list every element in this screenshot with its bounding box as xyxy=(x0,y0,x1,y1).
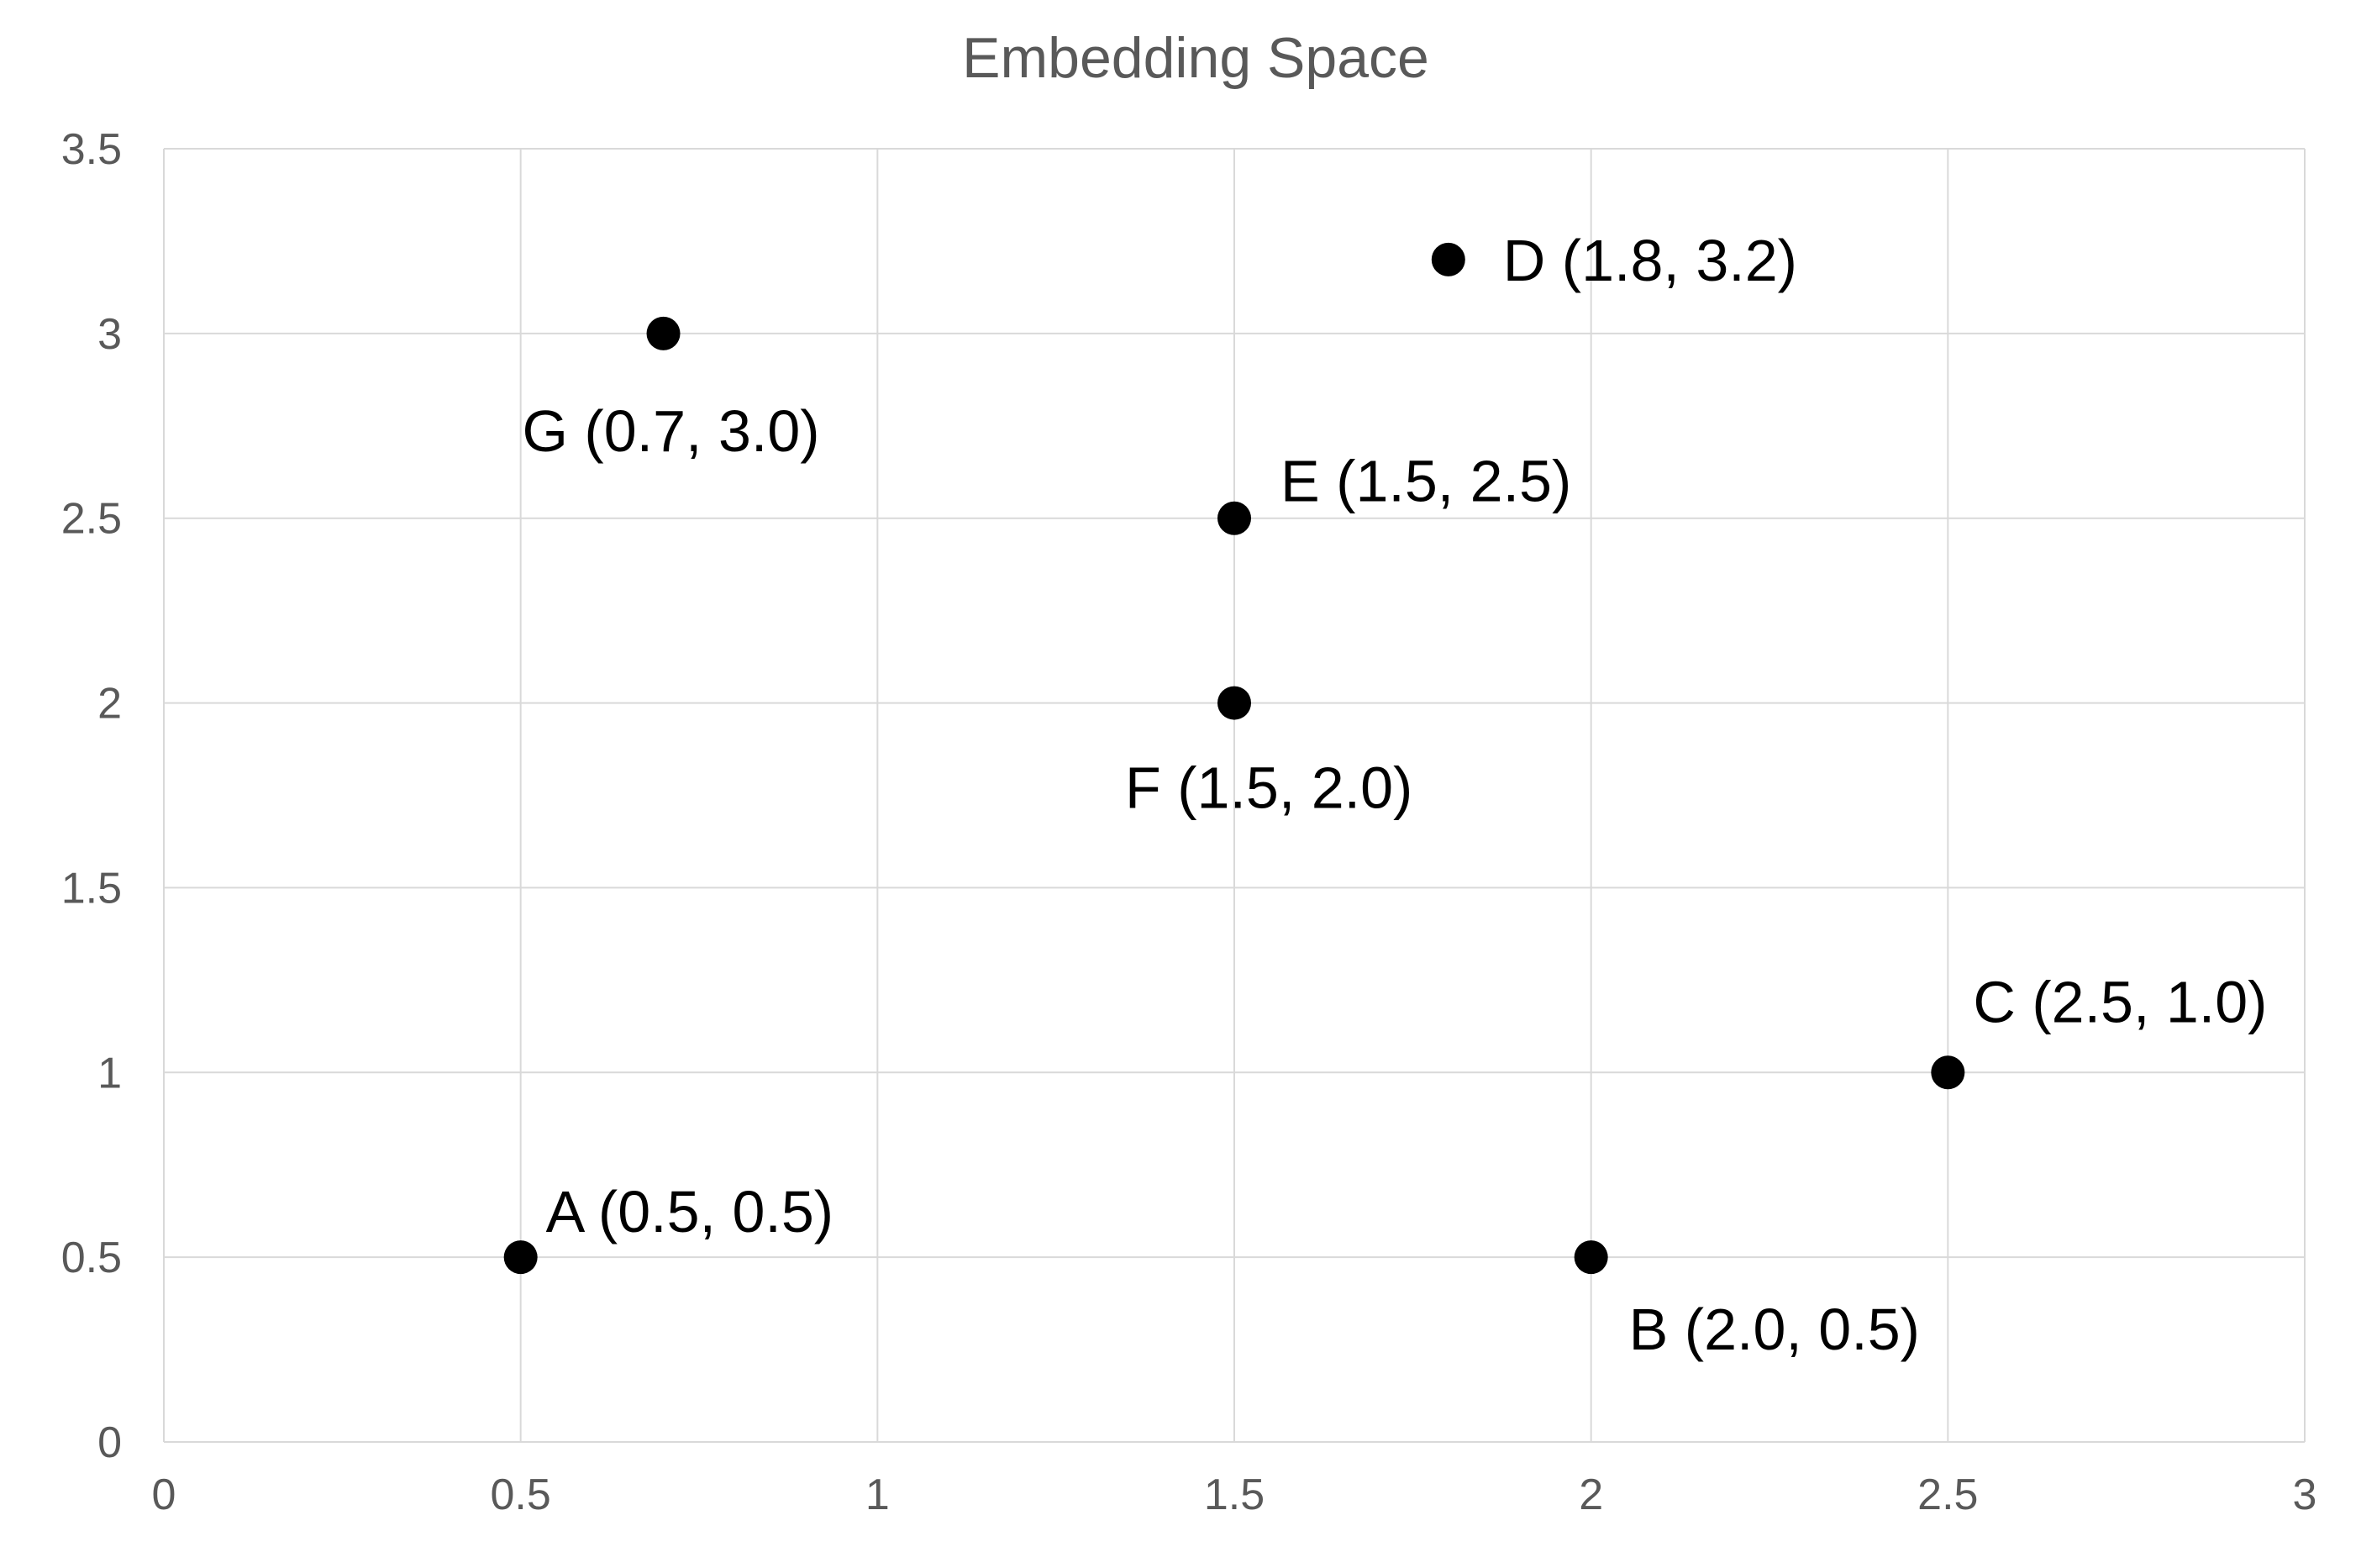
x-tick-label: 2 xyxy=(1579,1471,1603,1519)
x-axis-ticks: 0 0.5 1 1.5 2 2.5 3 xyxy=(152,1471,2317,1519)
y-axis-ticks: 0 0.5 1 1.5 2 2.5 3 3.5 xyxy=(61,125,122,1467)
data-label-b: B (2.0, 0.5) xyxy=(1629,1297,1920,1362)
data-point-e xyxy=(1217,501,1251,535)
data-point-f xyxy=(1217,686,1251,720)
data-point-c xyxy=(1931,1055,1965,1090)
data-point-a xyxy=(503,1240,538,1275)
data-points xyxy=(503,242,1965,1275)
data-label-e: E (1.5, 2.5) xyxy=(1280,449,1571,514)
y-tick-label: 1.5 xyxy=(61,864,122,913)
x-tick-label: 0.5 xyxy=(491,1471,551,1519)
x-tick-label: 1 xyxy=(865,1471,890,1519)
data-label-g: G (0.7, 3.0) xyxy=(523,398,820,464)
chart-title: Embedding Space xyxy=(962,26,1429,90)
data-point-g xyxy=(646,316,681,350)
data-label-d: D (1.8, 3.2) xyxy=(1503,228,1797,293)
x-tick-label: 0 xyxy=(152,1471,176,1519)
y-tick-label: 2 xyxy=(97,680,122,729)
data-label-f: F (1.5, 2.0) xyxy=(1125,755,1412,821)
y-tick-label: 3.5 xyxy=(61,125,122,174)
x-tick-label: 2.5 xyxy=(1917,1471,1978,1519)
y-tick-label: 1 xyxy=(97,1049,122,1097)
data-labels: A (0.5, 0.5) B (2.0, 0.5) C (2.5, 1.0) D (1… xyxy=(523,228,2268,1362)
data-label-c: C (2.5, 1.0) xyxy=(1973,969,2267,1034)
data-point-b xyxy=(1574,1240,1608,1275)
y-tick-label: 2.5 xyxy=(61,495,122,544)
x-tick-label: 1.5 xyxy=(1204,1471,1265,1519)
y-tick-label: 3 xyxy=(97,310,122,359)
y-tick-label: 0 xyxy=(97,1418,122,1467)
data-point-d xyxy=(1431,242,1465,276)
data-label-a: A (0.5, 0.5) xyxy=(546,1179,833,1244)
y-tick-label: 0.5 xyxy=(61,1234,122,1282)
x-tick-label: 3 xyxy=(2293,1471,2317,1519)
